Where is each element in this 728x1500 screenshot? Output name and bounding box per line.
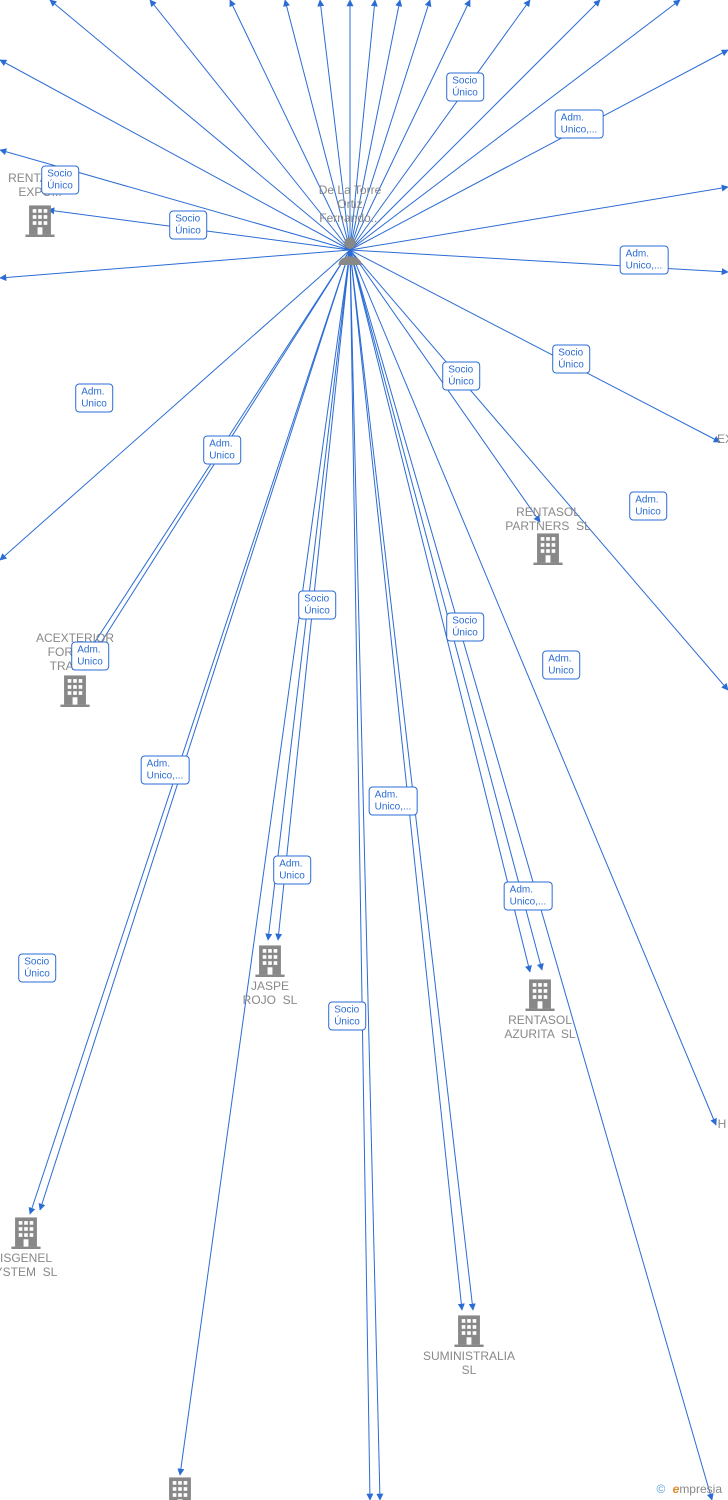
edge-line [0, 250, 350, 560]
edge-line [350, 187, 728, 250]
edge-line [350, 250, 542, 970]
edge-line [350, 250, 728, 690]
edge-line [350, 250, 380, 1500]
edge-label: Adm. Unico,... [369, 787, 418, 816]
company-label: RENTASOL AZURITA SL [504, 1014, 575, 1042]
company-label: H [718, 1118, 727, 1132]
person-icon[interactable] [336, 235, 364, 265]
company-label: EX [717, 433, 728, 447]
copyright-symbol: © [656, 1482, 665, 1496]
edge-label: Adm. Unico [203, 436, 241, 465]
edge-label: Adm. Unico [629, 492, 667, 521]
building-icon[interactable] [454, 1313, 484, 1347]
building-icon[interactable] [11, 1215, 41, 1249]
company-label: JASPE ROJO SL [243, 980, 298, 1008]
building-icon[interactable] [60, 673, 90, 707]
edge-label: Socio Único [328, 1002, 366, 1031]
edge-line [180, 250, 350, 1475]
edge-line [350, 50, 728, 250]
edge-line [350, 250, 462, 1310]
building-icon[interactable] [525, 977, 555, 1011]
building-icon[interactable] [533, 531, 563, 565]
person-label: De La Torre Ortiz Fernando... [319, 184, 381, 225]
edge-label: Adm. Unico,... [555, 110, 604, 139]
company-label: ISGENEL YSTEM SL [0, 1252, 57, 1280]
company-label: RENTASOL PARTNERS SL [505, 506, 591, 534]
edge-label: Socio Único [446, 613, 484, 642]
edge-line [350, 250, 370, 1500]
edge-line [350, 250, 530, 972]
edge-line [350, 250, 473, 1310]
edge-label: Socio Único [41, 166, 79, 195]
brand-rest: mpresia [679, 1482, 722, 1496]
edge-line [350, 250, 712, 1500]
edge-label: Adm. Unico [75, 384, 113, 413]
edge-label: Socio Único [18, 954, 56, 983]
edge-label: Socio Único [169, 211, 207, 240]
building-icon[interactable] [255, 943, 285, 977]
edge-label: Adm. Unico,... [620, 246, 669, 275]
company-label: SUMINISTRALIA SL [423, 1350, 515, 1378]
edge-line [0, 250, 350, 278]
edge-label: Adm. Unico [71, 642, 109, 671]
edge-label: Socio Único [552, 345, 590, 374]
edge-label: Adm. Unico [273, 856, 311, 885]
edge-line [350, 0, 680, 250]
edge-line [350, 250, 720, 442]
edge-label: Socio Único [442, 362, 480, 391]
edge-label: Adm. Unico [542, 651, 580, 680]
watermark: © empresia [656, 1482, 722, 1496]
edge-label: Socio Único [298, 591, 336, 620]
building-icon[interactable] [25, 203, 55, 237]
edge-line [350, 250, 728, 272]
edge-label: Socio Único [446, 73, 484, 102]
building-icon[interactable] [165, 1475, 195, 1500]
edge-label: Adm. Unico,... [141, 756, 190, 785]
edge-label: Adm. Unico,... [504, 882, 553, 911]
